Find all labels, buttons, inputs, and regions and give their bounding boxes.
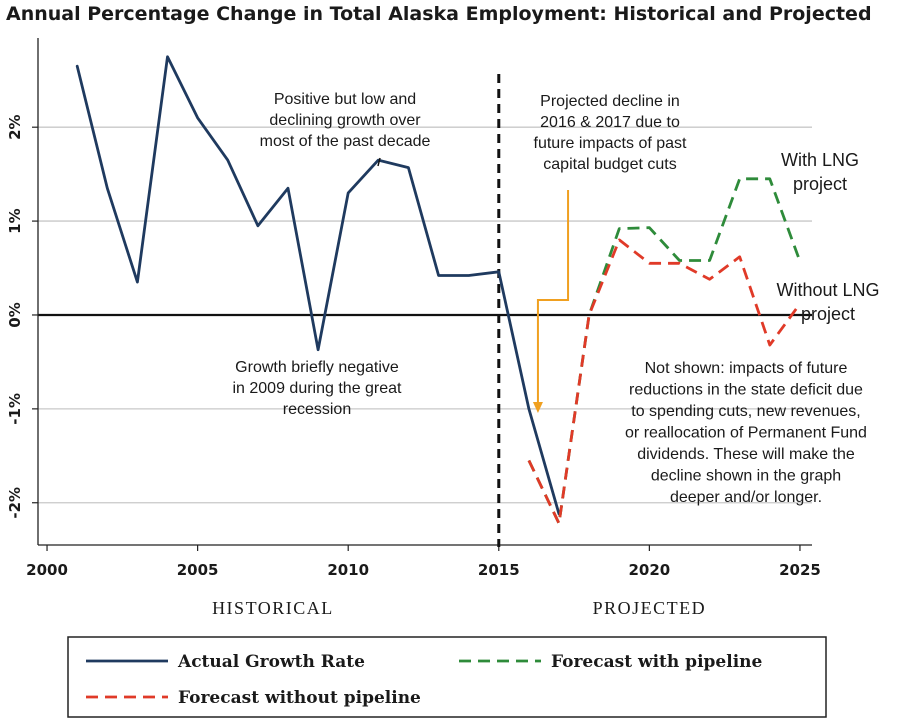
era-label-projected: PROJECTED xyxy=(593,598,707,618)
legend-box xyxy=(67,636,827,718)
annotation-line: or reallocation of Permanent Fund xyxy=(625,425,867,442)
axes-layer: 2% 1% 0% -1% -2% 2000 2005 2010 2015 2020 2025 HIST… xyxy=(6,38,821,618)
legend-item-with-pipeline-label: Forecast with pipeline xyxy=(551,652,763,672)
annotation-line: dividends. These will make the xyxy=(637,446,855,463)
annotation-line: project xyxy=(793,174,847,194)
annotation-pointer xyxy=(377,157,381,167)
x-tick-label: 2010 xyxy=(327,561,369,579)
x-tick-label: 2020 xyxy=(628,561,670,579)
annotation-projected-decline: Projected decline in 2016 & 2017 due to fu… xyxy=(534,93,688,173)
annotation-line: reductions in the state deficit due xyxy=(629,382,863,399)
annotation-with-lng: With LNG project xyxy=(781,150,859,194)
series-line-actual-growth-rate xyxy=(75,55,561,516)
series-layer xyxy=(75,55,802,525)
annotation-line: future impacts of past xyxy=(534,135,688,152)
legend-item-without-pipeline-label: Forecast without pipeline xyxy=(178,688,421,708)
x-tick-label: 2005 xyxy=(177,561,219,579)
annotation-line: to spending cuts, new revenues, xyxy=(631,403,860,420)
y-tick-label: -2% xyxy=(6,487,24,519)
annotation-line: recession xyxy=(283,401,351,418)
x-tick-label: 2015 xyxy=(478,561,520,579)
annotation-line: 2016 & 2017 due to xyxy=(540,114,680,131)
annotation-line: project xyxy=(801,304,855,324)
annotation-line: most of the past decade xyxy=(260,133,431,150)
x-tick-label: 2025 xyxy=(779,561,821,579)
y-tick-label: 1% xyxy=(6,208,24,233)
annotation-line: capital budget cuts xyxy=(543,156,676,173)
annotation-line: declining growth over xyxy=(269,112,421,129)
arrow-head xyxy=(532,402,543,413)
grid-layer xyxy=(38,126,812,504)
annotation-without-lng: Without LNG project xyxy=(776,280,879,324)
y-tick-label: 0% xyxy=(6,302,24,327)
annotation-line: deeper and/or longer. xyxy=(670,489,822,506)
annotation-line: in 2009 during the great xyxy=(232,380,402,397)
annotation-positive-growth: Positive but low and declining growth ove… xyxy=(260,91,431,150)
annotation-line: Not shown: impacts of future xyxy=(645,360,848,377)
annotation-line: With LNG xyxy=(781,150,859,170)
annotation-line: decline shown in the graph xyxy=(651,468,841,485)
series-line-forecast-without-pipeline xyxy=(527,238,802,525)
y-tick-label: -1% xyxy=(6,393,24,425)
chart-title: Annual Percentage Change in Total Alaska… xyxy=(6,3,872,25)
arrow-line xyxy=(536,190,570,402)
legend: Actual Growth Rate Forecast with pipeline… xyxy=(67,636,827,718)
annotation-line: Projected decline in xyxy=(540,93,680,110)
y-tick-label: 2% xyxy=(6,114,24,139)
annotations-layer: Positive but low and declining growth ove… xyxy=(232,91,879,506)
annotation-2009-recession: Growth briefly negative in 2009 during th… xyxy=(232,359,402,418)
annotation-line: Growth briefly negative xyxy=(235,359,399,376)
era-label-historical: HISTORICAL xyxy=(212,598,334,618)
legend-item-actual-label: Actual Growth Rate xyxy=(177,652,365,672)
annotation-line: Without LNG xyxy=(776,280,879,300)
annotation-line: Positive but low and xyxy=(274,91,416,108)
x-tick-label: 2000 xyxy=(26,561,68,579)
annotation-not-shown: Not shown: impacts of future reductions i… xyxy=(625,360,867,506)
